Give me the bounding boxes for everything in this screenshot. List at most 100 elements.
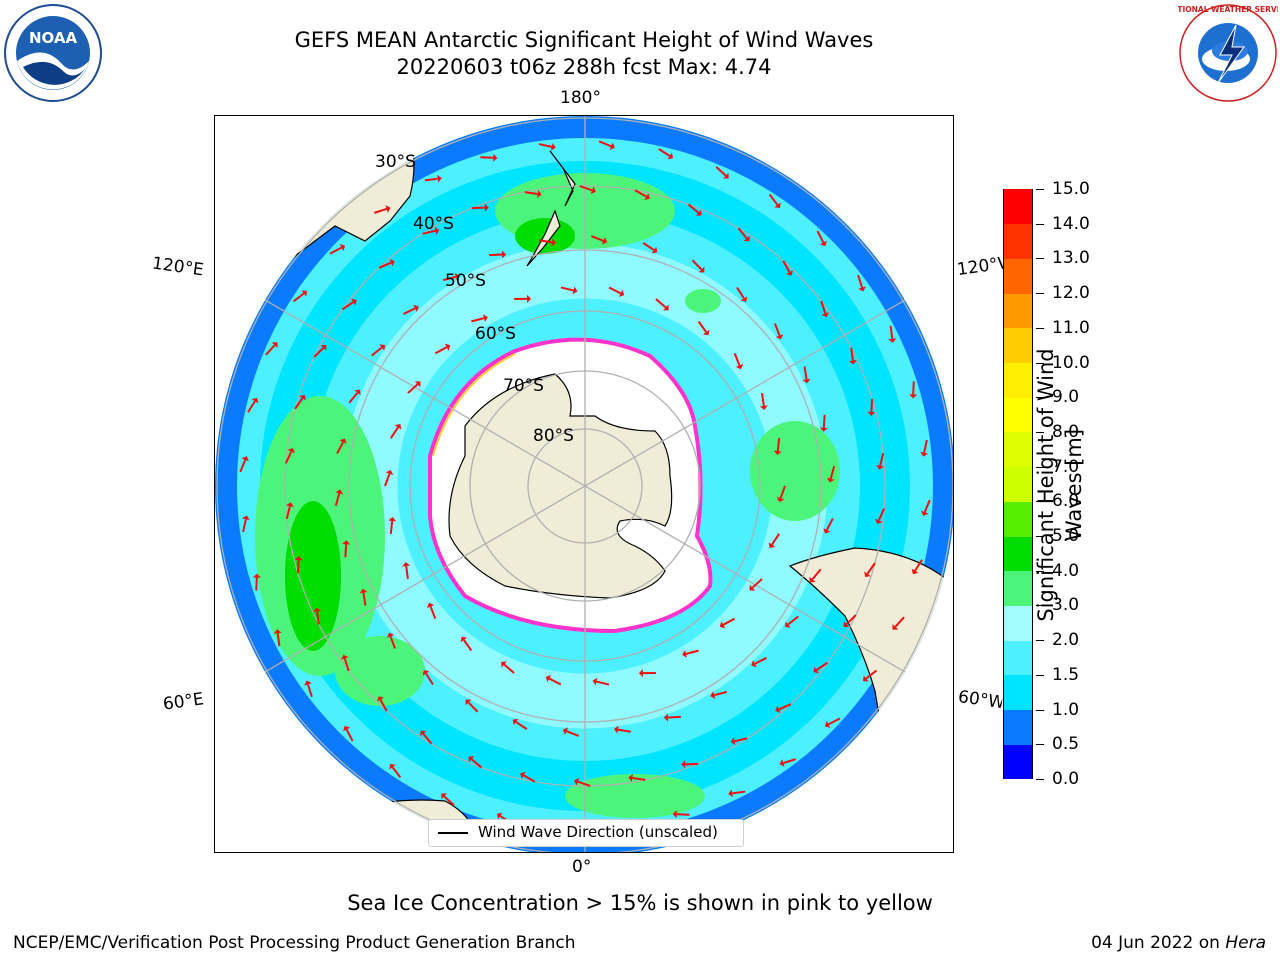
wind-wave-arrow <box>598 140 612 148</box>
wind-wave-arrow-head <box>496 812 503 820</box>
wind-wave-arrow-head <box>287 447 295 454</box>
colorbar-band <box>1004 640 1032 676</box>
wind-wave-arrow-head <box>386 632 395 638</box>
wind-wave-arrow <box>667 715 681 719</box>
wind-wave-arrow-head <box>773 450 782 456</box>
wind-wave-arrow-head <box>920 451 929 457</box>
wind-wave-arrow-head <box>359 588 368 594</box>
colorbar-band <box>1004 536 1032 572</box>
wind-wave-arrow <box>732 790 746 795</box>
colorbar-tick <box>1036 431 1044 433</box>
colorbar-tick <box>1036 327 1044 329</box>
wind-wave-arrow-head <box>342 540 351 545</box>
colorbar-band <box>1004 327 1032 364</box>
wind-wave-arrow <box>503 663 515 674</box>
wind-wave-arrow-head <box>609 142 615 150</box>
wind-wave-arrow-head <box>320 344 327 351</box>
wind-wave-arrow-head <box>520 771 526 779</box>
colorbar-tick-label: 8.0 <box>1052 421 1080 442</box>
colorbar-tick-label: 1.5 <box>1052 664 1080 685</box>
wind-wave-arrow-head <box>759 405 768 410</box>
wind-wave-arrow <box>829 465 836 479</box>
wind-wave-arrow <box>761 392 765 407</box>
lat-label-40s: 40°S <box>413 214 454 234</box>
colorbar-band <box>1004 466 1032 502</box>
wind-wave-arrow-head <box>826 477 835 483</box>
colorbar-band <box>1004 258 1032 294</box>
wind-wave-arrow-head <box>892 624 899 630</box>
wind-wave-arrow <box>632 776 646 781</box>
wind-wave-arrow-head <box>437 174 442 183</box>
wind-wave-arrow <box>341 301 354 311</box>
wind-wave-arrow <box>722 617 736 626</box>
wind-wave-arrow <box>685 649 699 655</box>
wind-wave-arrow <box>407 383 419 394</box>
wind-wave-arrow <box>783 758 797 765</box>
wind-wave-arrow <box>463 639 473 652</box>
wind-wave-arrow-head <box>848 360 857 365</box>
wind-wave-arrow <box>443 795 455 806</box>
wind-wave-arrow <box>378 261 392 269</box>
wind-wave-arrow-head <box>735 364 744 370</box>
wind-wave-arrow-head <box>843 621 850 628</box>
wind-wave-arrow <box>774 323 781 336</box>
wind-wave-arrow-head <box>313 607 322 612</box>
wind-wave-arrow-head <box>774 202 781 208</box>
wind-wave-arrow <box>470 758 483 769</box>
wind-wave-arrow-head <box>695 209 702 216</box>
colorbar <box>1003 189 1033 780</box>
colorbar-band <box>1004 674 1032 711</box>
wind-wave-arrow <box>787 615 799 626</box>
wind-wave-arrow-head <box>779 759 785 767</box>
wind-wave-arrow <box>655 298 667 309</box>
wind-wave-arrow-head <box>444 343 451 351</box>
wind-wave-arrow-head <box>493 153 498 162</box>
wind-wave-arrow <box>471 317 485 323</box>
colorbar-tick <box>1036 605 1044 607</box>
wind-wave-arrow-head <box>343 725 351 732</box>
wind-wave-arrow <box>389 636 396 649</box>
colorbar-tick <box>1036 466 1044 468</box>
wind-wave-arrow-head <box>821 312 830 318</box>
wind-wave-arrow <box>276 633 281 647</box>
colorbar-tick <box>1036 640 1044 642</box>
wind-wave-arrow-head <box>286 502 294 508</box>
wind-wave-arrow-head <box>667 152 674 160</box>
wind-wave-arrow-head <box>768 542 776 548</box>
graticule <box>215 116 953 852</box>
colorbar-tick-label: 5.0 <box>1052 526 1080 547</box>
wind-wave-arrow-head <box>574 777 580 786</box>
wind-wave-arrow-head <box>550 142 556 151</box>
wind-wave-arrow-head <box>354 389 361 396</box>
wind-wave-arrow-head <box>465 699 472 706</box>
wind-wave-arrow-head <box>867 411 876 416</box>
colorbar-tick <box>1036 293 1044 295</box>
wind-wave-arrow-head <box>335 489 344 495</box>
run-date-text: 04 Jun 2022 on <box>1091 933 1226 953</box>
colorbar-tick-label: 7.0 <box>1052 456 1080 477</box>
wind-wave-arrow-head <box>858 286 866 292</box>
wind-wave-arrow <box>425 672 434 686</box>
wind-wave-arrow-head <box>784 621 791 628</box>
wind-wave-arrow <box>658 148 671 157</box>
wind-wave-arrow <box>239 459 247 473</box>
wind-wave-arrow <box>889 325 894 339</box>
antarctica-land <box>448 373 673 599</box>
colorbar-tick <box>1036 189 1044 190</box>
wind-wave-arrow-head <box>809 576 816 583</box>
wind-wave-arrow-head <box>592 677 598 686</box>
colorbar-tick <box>1036 536 1044 538</box>
wind-wave-arrow-head <box>484 203 489 212</box>
wind-wave-arrow-head <box>682 649 688 658</box>
wind-wave-arrow <box>715 166 727 177</box>
wind-wave-arrow <box>284 451 293 464</box>
wind-wave-arrow-head <box>304 680 312 686</box>
wind-wave-arrow-head <box>501 661 507 668</box>
credit-text: NCEP/EMC/Verification Post Processing Pr… <box>13 933 576 953</box>
wind-wave-arrow-head <box>638 669 643 678</box>
lat-label-30s: 30°S <box>375 152 416 172</box>
wind-wave-arrow <box>265 344 276 356</box>
wind-wave-arrow <box>822 414 826 428</box>
colorbar-band <box>1004 189 1032 225</box>
legend-label: Wind Wave Direction (unscaled) <box>478 823 718 841</box>
